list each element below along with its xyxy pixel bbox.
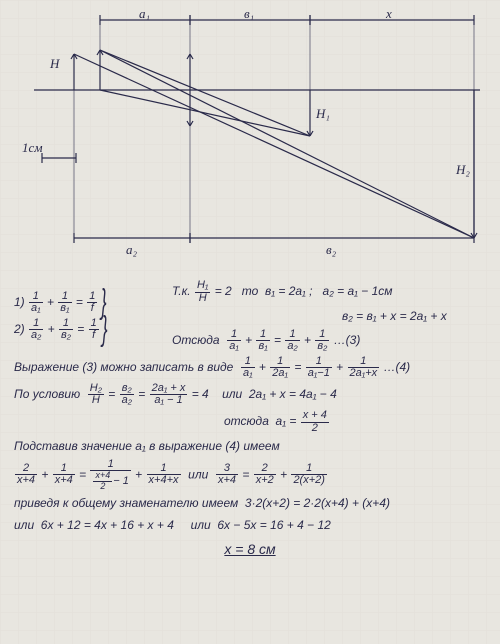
svg-text:H₁: H₁ <box>315 106 330 121</box>
diagram-svg: a₁ в₁ x a₂ в₂ 1см H H₁ H₂ <box>14 8 486 278</box>
brace-icon: } <box>102 321 108 338</box>
svg-text:x: x <box>385 8 392 21</box>
svg-text:в₁: в₁ <box>244 8 254 21</box>
svg-text:a₁: a₁ <box>139 8 150 21</box>
svg-text:в₂: в₂ <box>326 242 337 257</box>
step-2: 2) <box>14 322 25 336</box>
svg-text:a₂: a₂ <box>126 242 138 257</box>
svg-text:H₂: H₂ <box>455 162 470 177</box>
brace-icon: } <box>101 294 107 311</box>
svg-text:1см: 1см <box>22 140 43 155</box>
final-answer: x = 8 см <box>14 537 486 561</box>
step-1: 1) <box>14 295 25 309</box>
svg-text:H: H <box>49 56 60 71</box>
derivation-text: 1) 1a₁ + 1в₁ = 1f } 2) 1a₂ + 1в₂ = 1f } <box>14 278 486 561</box>
optics-diagram: a₁ в₁ x a₂ в₂ 1см H H₁ H₂ <box>14 8 486 278</box>
